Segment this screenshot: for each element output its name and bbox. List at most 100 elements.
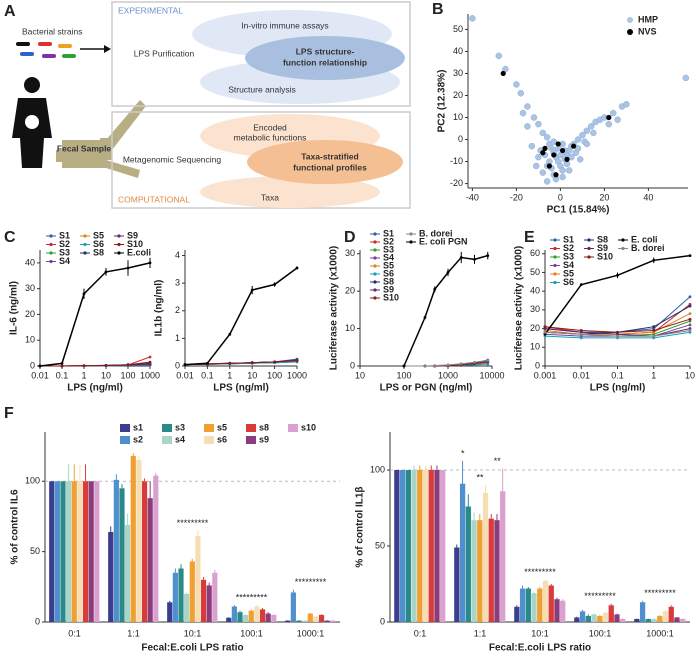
bar: [531, 593, 537, 622]
x-tick-label: 10:1: [184, 628, 202, 638]
point: [228, 332, 232, 336]
bar: [477, 520, 483, 622]
bacterium: [42, 54, 56, 58]
bar: [318, 614, 325, 622]
legend-label: B. dorei: [631, 243, 665, 253]
diagram-text: Encoded: [253, 122, 287, 132]
x-tick-label: 0.1: [611, 370, 624, 380]
bar: [602, 612, 609, 622]
legend-label: S2: [563, 243, 574, 253]
point: [446, 271, 450, 274]
legend-label: s8: [259, 422, 269, 432]
legend-label: S4: [563, 260, 574, 270]
bar: [94, 481, 100, 622]
point: [652, 329, 656, 332]
ellipse: [247, 140, 403, 184]
legend-label: S4: [383, 252, 394, 262]
bar: [88, 481, 94, 622]
annotation: *********: [584, 591, 616, 601]
legend-label: S2: [59, 239, 70, 249]
y-axis-label: Luciferase activity (x1000): [514, 246, 525, 371]
y-tick-label: -10: [450, 156, 463, 166]
bar: [265, 613, 271, 622]
y-tick-label: 20: [345, 286, 355, 296]
bar: [465, 506, 471, 622]
legend-swatch: [204, 424, 214, 432]
legend-label: S10: [383, 292, 399, 302]
diagram-text: In-vitro immune assays: [241, 20, 328, 30]
legend-marker: [587, 255, 591, 259]
point: [60, 364, 64, 368]
point: [206, 361, 209, 365]
y-tick-label: 10: [345, 323, 355, 333]
point: [688, 254, 692, 258]
x-tick-label: -40: [466, 192, 479, 202]
diagram-text: EXPERIMENTAL: [118, 5, 183, 15]
legend-label: s4: [175, 434, 185, 444]
series-line: [544, 303, 691, 335]
x-tick-label: 1:1: [127, 628, 140, 638]
legend-label: S8: [597, 234, 608, 244]
legend-marker: [49, 242, 53, 247]
y-axis-label: PC2 (12.38%): [437, 70, 448, 133]
legend-marker: [373, 232, 377, 236]
legend-label: S10: [597, 251, 613, 261]
bar: [296, 620, 302, 622]
legend-label: S2: [383, 236, 394, 246]
legend-label: S5: [93, 230, 104, 240]
annotation: *********: [524, 567, 556, 577]
legend-marker: [49, 251, 53, 255]
x-axis-label: PC1 (15.84%): [547, 205, 610, 216]
point: [535, 153, 542, 161]
legend-label: S8: [93, 247, 104, 257]
x-tick-label: 100: [396, 370, 411, 380]
bar: [71, 481, 77, 622]
legend-swatch: [246, 436, 256, 444]
bar: [514, 606, 520, 622]
point: [652, 258, 656, 262]
point: [559, 167, 566, 174]
legend-label: s2: [133, 434, 143, 444]
annotation: *********: [177, 518, 209, 528]
x-axis-label: LPS (ng/ml): [213, 383, 269, 394]
x-axis-label: Fecal:E.coli LPS ratio: [141, 643, 243, 654]
legend-marker: [587, 238, 591, 242]
legend-marker: [49, 234, 53, 238]
bar: [554, 599, 560, 622]
y-tick-label: 3: [175, 278, 180, 288]
x-tick-label: 0:1: [68, 628, 81, 638]
y-tick-label: 60: [530, 248, 540, 258]
y-tick-label: 0: [535, 360, 540, 370]
annotation: **: [494, 456, 502, 466]
legend-label: S6: [563, 277, 574, 287]
point: [402, 364, 406, 368]
bar: [125, 524, 131, 622]
bar: [290, 592, 296, 622]
bar: [560, 600, 566, 622]
bar: [313, 616, 319, 622]
x-tick-label: 0.01: [176, 370, 194, 380]
bar: [153, 475, 159, 622]
point: [543, 134, 551, 141]
bar: [482, 492, 489, 622]
bar: [248, 610, 254, 622]
point: [688, 317, 692, 321]
person-head: [24, 77, 40, 93]
annotation: *********: [644, 588, 676, 598]
legend-marker: [587, 246, 591, 251]
bar: [645, 618, 651, 622]
y-tick-label: 30: [453, 68, 463, 78]
point: [433, 287, 437, 291]
diagram-text: functional profiles: [293, 162, 367, 172]
point: [495, 52, 503, 60]
panel-letter: D: [344, 229, 356, 246]
point: [688, 323, 692, 327]
point: [524, 123, 531, 130]
x-axis-label: Fecal:E.coli LPS ratio: [489, 643, 591, 654]
point: [574, 136, 582, 143]
bar: [271, 614, 277, 622]
point: [688, 295, 692, 299]
person-body: [12, 98, 52, 168]
legend-label: S10: [127, 239, 143, 249]
